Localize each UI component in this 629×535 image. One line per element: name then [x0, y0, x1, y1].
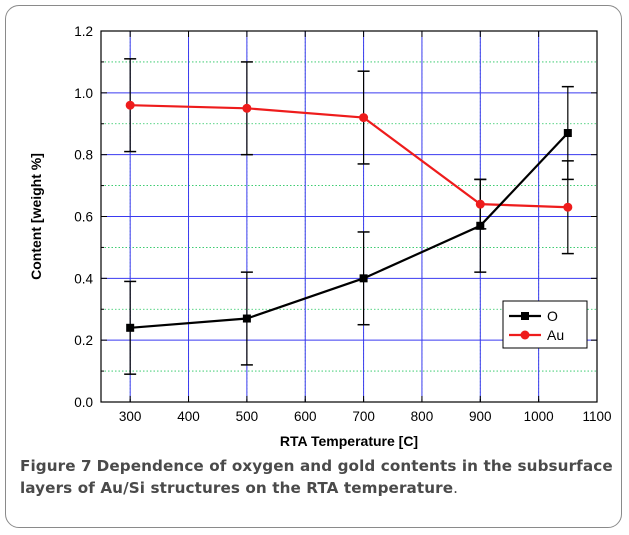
- point-o: [563, 129, 572, 138]
- y-tick-label: 1.2: [74, 24, 93, 39]
- series-line-o: [130, 132, 569, 329]
- y-tick-label: 0.4: [74, 271, 93, 286]
- caption-label: Figure 7: [20, 457, 92, 475]
- point-o: [359, 274, 368, 283]
- x-tick-label: 1000: [524, 409, 554, 424]
- x-tick-label: 300: [119, 409, 142, 424]
- x-tick-label: 700: [352, 409, 375, 424]
- x-tick-label: 600: [294, 409, 317, 424]
- point-au: [563, 202, 573, 212]
- x-axis-label: RTA Temperature [C]: [280, 433, 418, 449]
- point-au: [359, 113, 369, 123]
- x-tick-label: 400: [177, 409, 200, 424]
- legend-label-o: O: [547, 308, 558, 324]
- legend-label-au: Au: [547, 327, 564, 343]
- legend-box: [502, 300, 588, 349]
- x-tick-label: 500: [236, 409, 259, 424]
- series-line-au: [130, 104, 568, 209]
- x-tick-label: 900: [469, 409, 492, 424]
- y-tick-label: 0.8: [74, 148, 93, 163]
- legend-marker-o: [521, 312, 529, 320]
- legend: O Au: [502, 300, 588, 349]
- y-tick-label: 0.2: [74, 333, 93, 348]
- figure-frame: [5, 5, 622, 528]
- point-o: [242, 314, 251, 323]
- caption-text: Dependence of oxygen and gold contents i…: [20, 457, 613, 497]
- point-au: [242, 103, 252, 113]
- y-tick-label: 0.6: [74, 210, 93, 225]
- y-tick-label: 0.0: [74, 395, 93, 410]
- legend-marker-au: [520, 330, 530, 340]
- point-o: [126, 323, 135, 332]
- y-tick-label: 1.0: [74, 86, 93, 101]
- point-au: [125, 100, 135, 110]
- y-axis-label: Content [weight %]: [28, 153, 44, 280]
- figure-caption: Figure 7 Dependence of oxygen and gold c…: [20, 455, 615, 499]
- x-tick-label: 1100: [582, 409, 611, 424]
- caption-end: .: [453, 479, 459, 497]
- point-o: [476, 221, 485, 230]
- series-layer: [124, 58, 574, 375]
- x-tick-label: 800: [411, 409, 434, 424]
- chart: 300 400 500 600 700 800 900 1000 1100 0.0 0.2 0.4 0.…: [28, 24, 612, 449]
- point-au: [475, 199, 485, 209]
- axis-ticks: 300 400 500 600 700 800 900 1000 1100 0.0 0.2 0.4 0.…: [74, 24, 611, 424]
